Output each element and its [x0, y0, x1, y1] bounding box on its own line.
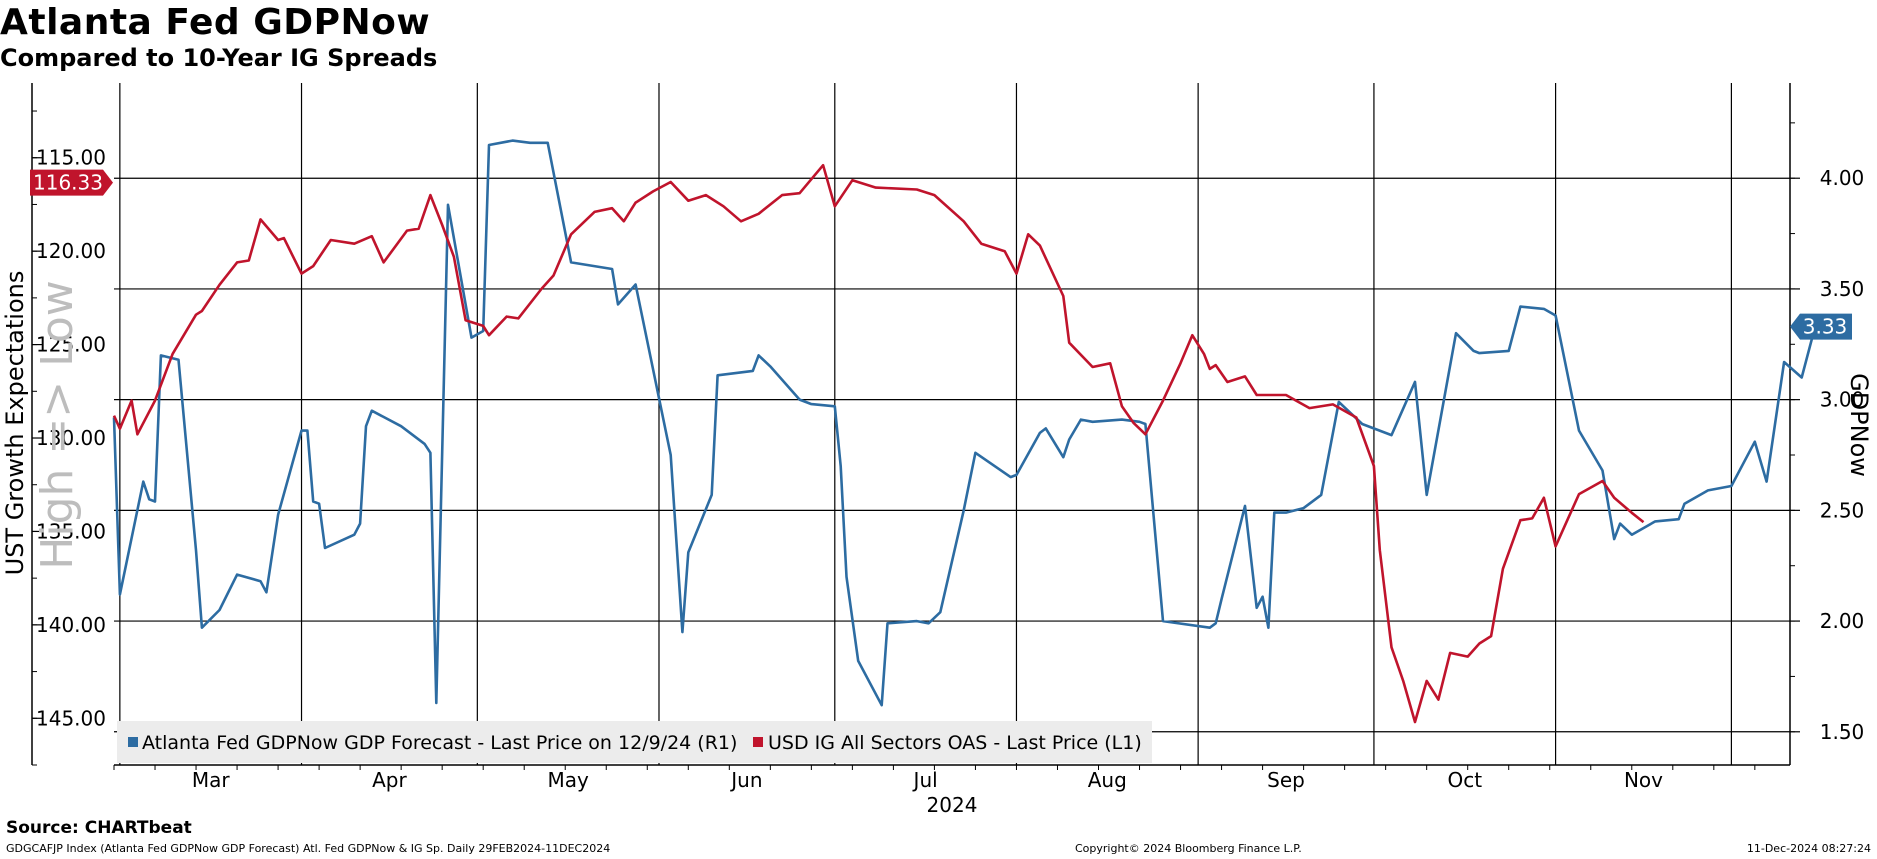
legend-label-spread: USD IG All Sectors OAS - Last Price (L1)	[768, 732, 1142, 754]
footer-index-description: GDGCAFJP Index (Atlanta Fed GDPNow GDP F…	[6, 842, 611, 855]
right-tick-label: 4.00	[1820, 166, 1865, 190]
month-label: Apr	[372, 768, 407, 792]
legend-background	[117, 721, 1152, 763]
right-tick-label: 2.00	[1820, 609, 1865, 633]
left-tick-label: 145.00	[36, 706, 106, 730]
legend: Atlanta Fed GDPNow GDP Forecast - Last P…	[117, 721, 1152, 763]
month-labels: Mar Apr May Jun Jul Aug Sep Oct Nov	[113, 765, 1756, 792]
month-label: Jul	[912, 768, 938, 792]
source-note: Source: CHARTbeat	[6, 818, 192, 838]
left-tick-label: 130.00	[36, 426, 106, 450]
spread-last-value-badge: 116.33	[30, 169, 113, 196]
right-tick-label: 1.50	[1820, 720, 1865, 744]
legend-swatch-gdpnow	[128, 737, 138, 747]
left-axis-ticks: 115.00 120.00 125.00 130.00 135.00 140.00 145.…	[32, 110, 106, 766]
right-tick-label: 2.50	[1820, 498, 1865, 522]
left-tick-label: 125.00	[36, 333, 106, 357]
spread-last-value-flag	[30, 169, 113, 196]
gdpnow-last-value-flag	[1790, 313, 1852, 340]
footer-copyright: Copyright© 2024 Bloomberg Finance L.P.	[1075, 842, 1302, 855]
month-label: Sep	[1267, 768, 1305, 792]
month-label: Nov	[1624, 768, 1663, 792]
right-tick-label: 3.00	[1820, 388, 1865, 412]
month-label: Aug	[1088, 768, 1127, 792]
right-axis-label: GDPNow	[1845, 373, 1873, 477]
left-axis-label: UST Growth Expectations	[1, 271, 29, 576]
chart-title: Atlanta Fed GDPNow	[0, 2, 431, 43]
left-tick-label: 140.00	[36, 613, 106, 637]
left-tick-label: 120.00	[36, 239, 106, 263]
legend-label-gdpnow: Atlanta Fed GDPNow GDP Forecast - Last P…	[142, 732, 737, 754]
series-line-spread	[112, 163, 1645, 724]
x-axis-year-label: 2024	[927, 793, 978, 817]
footer-timestamp: 11-Dec-2024 08:27:24	[1746, 842, 1871, 855]
month-label: Mar	[192, 768, 231, 792]
spread-last-value: 116.33	[33, 171, 103, 195]
left-tick-label: 115.00	[36, 146, 106, 170]
month-label: Jun	[729, 768, 762, 792]
chart-subtitle: Compared to 10-Year IG Spreads	[0, 44, 438, 72]
left-tick-label: 135.00	[36, 519, 106, 543]
direction-annotation: High => Low	[32, 280, 83, 569]
gridlines	[114, 83, 1790, 765]
right-tick-label: 3.50	[1820, 277, 1865, 301]
gdpnow-last-value: 3.33	[1803, 315, 1848, 339]
month-label: Oct	[1447, 768, 1482, 792]
series-line-gdpnow	[112, 139, 1831, 707]
month-label: May	[547, 768, 589, 792]
right-axis-ticks: 1.50 2.00 2.50 3.00 3.50 4.00	[1790, 122, 1865, 744]
legend-swatch-spread	[753, 737, 763, 747]
gdpnow-last-value-badge: 3.33	[1790, 313, 1852, 340]
series-lines	[112, 139, 1831, 724]
